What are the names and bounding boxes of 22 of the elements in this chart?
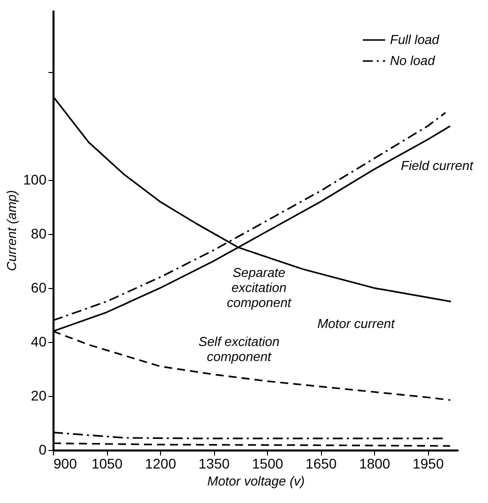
x-tick-label: 1200 — [144, 456, 176, 472]
x-tick-label: 1050 — [91, 456, 123, 472]
y-tick-label: 20 — [30, 388, 47, 404]
legend-label: Full load — [390, 32, 440, 47]
annotation: Separate excitation component — [226, 265, 293, 310]
annotation: Motor current — [317, 316, 396, 331]
y-tick-label: 0 — [38, 442, 47, 458]
x-tick-label: 1500 — [252, 456, 284, 472]
x-tick-label: 1800 — [359, 456, 390, 472]
y-tick-label: 40 — [30, 334, 47, 350]
y-axis-title: Current (amp) — [4, 190, 20, 271]
annotation: Field current — [400, 158, 475, 173]
y-tick-label: 100 — [23, 172, 47, 188]
x-axis-title: Motor voltage (v) — [207, 474, 305, 488]
annotation: Self excitation component — [198, 334, 280, 364]
y-tick-label: 60 — [30, 280, 47, 296]
y-tick-label: 80 — [30, 226, 47, 242]
x-tick-label: 1650 — [306, 456, 337, 472]
legend-label: No load — [390, 53, 436, 68]
x-tick-label: 1950 — [412, 456, 444, 472]
x-tick-label: 1350 — [198, 456, 230, 472]
x-tick-label: 900 — [54, 456, 78, 472]
